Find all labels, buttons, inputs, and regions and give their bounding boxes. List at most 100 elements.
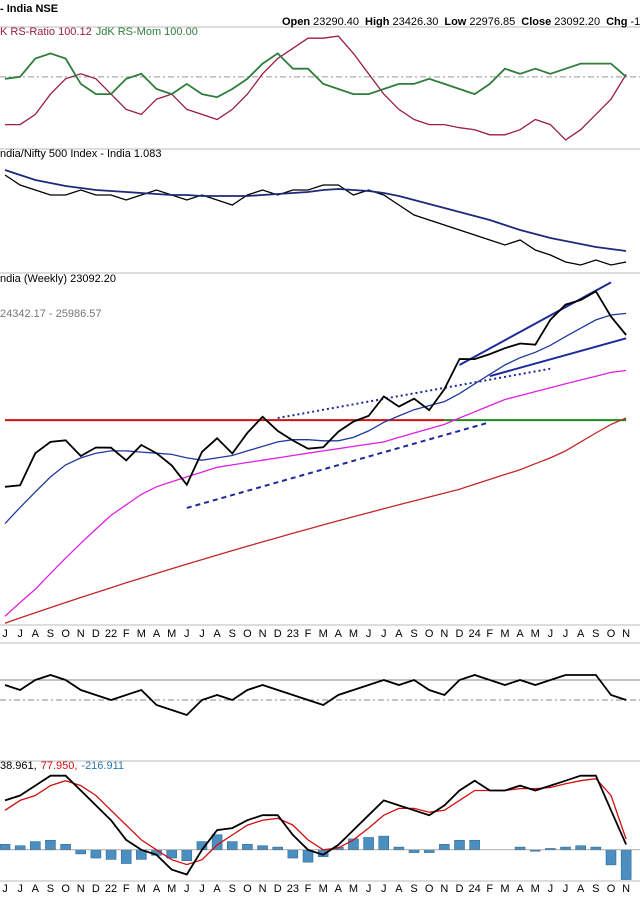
x-tick-label: A bbox=[153, 628, 161, 640]
legend-entry: ndia/Nifty 500 Index - India 1.083 bbox=[0, 148, 161, 160]
series-line bbox=[4, 52, 627, 99]
ohlc-value: 22976.85 bbox=[469, 16, 515, 28]
x-tick-label: D bbox=[274, 628, 282, 640]
x-tick-label: A bbox=[395, 883, 403, 895]
histogram-bar bbox=[423, 849, 435, 853]
histogram-bar bbox=[45, 839, 56, 851]
x-tick-label: M bbox=[319, 883, 328, 895]
x-tick-label: A bbox=[577, 883, 585, 895]
ohlc-label: Chg bbox=[606, 16, 627, 28]
x-tick-label: F bbox=[305, 883, 312, 895]
x-tick-label: F bbox=[486, 628, 493, 640]
x-tick-label: J bbox=[366, 883, 372, 895]
x-tick-label: O bbox=[243, 628, 252, 640]
series-line bbox=[4, 369, 627, 617]
x-tick-label: S bbox=[592, 628, 599, 640]
x-tick-label: A bbox=[516, 883, 524, 895]
x-tick-label: A bbox=[335, 883, 343, 895]
series-line bbox=[4, 312, 627, 525]
x-tick-label: M bbox=[349, 628, 358, 640]
x-tick-label: J bbox=[563, 883, 569, 895]
x-tick-label: F bbox=[486, 883, 493, 895]
x-tick-label: O bbox=[425, 883, 434, 895]
x-tick-label: N bbox=[259, 628, 267, 640]
histogram-bar bbox=[514, 846, 526, 851]
x-tick-label: N bbox=[440, 883, 448, 895]
x-tick-label: D bbox=[456, 883, 464, 895]
series-line bbox=[4, 290, 627, 488]
legend: 38.961, 77.950, -216.911 bbox=[0, 760, 124, 772]
x-tick-label: 24 bbox=[469, 628, 481, 640]
histogram-bar bbox=[272, 846, 283, 851]
histogram-bar bbox=[363, 837, 374, 851]
legend: K RS-Ratio 100.12 JdK RS-Mom 100.00 bbox=[0, 26, 198, 38]
x-tick-label: M bbox=[319, 628, 328, 640]
histogram-bar bbox=[75, 849, 86, 855]
x-tick-label: S bbox=[592, 883, 599, 895]
x-tick-label: O bbox=[607, 628, 616, 640]
x-tick-label: J bbox=[184, 628, 190, 640]
x-tick-label: J bbox=[366, 628, 372, 640]
legend-entry: -216.911 bbox=[81, 760, 124, 772]
x-tick-label: A bbox=[213, 628, 221, 640]
x-tick-label: M bbox=[137, 883, 146, 895]
series-line bbox=[4, 174, 627, 266]
ohlc-value: 23290.40 bbox=[313, 16, 359, 28]
ohlc-label: High bbox=[365, 16, 390, 28]
ohlc-value: 23092.20 bbox=[554, 16, 600, 28]
histogram-bar bbox=[242, 844, 253, 851]
ohlc-label: Low bbox=[444, 16, 466, 28]
x-tick-label: M bbox=[500, 883, 509, 895]
x-tick-label: J bbox=[17, 883, 23, 895]
series-line bbox=[4, 169, 627, 252]
x-tick-label: M bbox=[167, 883, 176, 895]
x-tick-label: A bbox=[32, 883, 40, 895]
x-tick-label: N bbox=[440, 628, 448, 640]
histogram-bar bbox=[408, 849, 420, 853]
histogram-bar bbox=[0, 844, 11, 851]
histogram-bar bbox=[575, 845, 586, 851]
histogram-bar bbox=[120, 849, 132, 864]
x-tick-label: O bbox=[61, 628, 70, 640]
x-tick-label: N bbox=[622, 883, 630, 895]
x-tick-label: A bbox=[335, 628, 343, 640]
x-tick-label: S bbox=[47, 883, 54, 895]
trend-line bbox=[277, 367, 551, 420]
histogram-bar bbox=[560, 846, 571, 851]
x-tick-label: J bbox=[381, 883, 387, 895]
x-tick-label: N bbox=[77, 883, 85, 895]
ohlc-label: Open bbox=[282, 16, 310, 28]
series-line bbox=[4, 778, 627, 866]
x-tick-label: J bbox=[2, 628, 8, 640]
x-tick-label: A bbox=[153, 883, 161, 895]
x-tick-label: O bbox=[425, 628, 434, 640]
x-tick-label: J bbox=[2, 883, 8, 895]
x-tick-label: A bbox=[32, 628, 40, 640]
x-tick-label: 23 bbox=[287, 628, 299, 640]
x-tick-label: J bbox=[381, 628, 387, 640]
x-tick-label: D bbox=[274, 883, 282, 895]
legend-entry: ndia (Weekly) 23092.20 bbox=[0, 273, 116, 285]
x-tick-label: J bbox=[199, 883, 205, 895]
x-tick-label: D bbox=[92, 628, 100, 640]
x-tick-label: F bbox=[123, 628, 130, 640]
ohlc-label: Close bbox=[521, 16, 551, 28]
series-line bbox=[4, 417, 627, 624]
histogram-bar bbox=[227, 841, 238, 851]
legend-entry: 77.950, bbox=[41, 760, 78, 772]
legend-entry: JdK RS-Mom 100.00 bbox=[96, 26, 198, 38]
x-tick-label: F bbox=[305, 628, 312, 640]
legend-entry: K RS-Ratio 100.12 bbox=[0, 26, 92, 38]
x-tick-label: J bbox=[184, 883, 190, 895]
x-tick-label: 23 bbox=[287, 883, 299, 895]
x-tick-label: S bbox=[410, 883, 417, 895]
x-tick-label: O bbox=[607, 883, 616, 895]
x-tick-label: S bbox=[229, 628, 236, 640]
x-tick-label: J bbox=[563, 628, 569, 640]
histogram-bar bbox=[257, 845, 268, 851]
histogram-bar bbox=[30, 841, 41, 851]
ohlc: Open 23290.40 High 23426.30 Low 22976.85 Close… bbox=[282, 16, 640, 28]
trend-line bbox=[186, 421, 491, 509]
